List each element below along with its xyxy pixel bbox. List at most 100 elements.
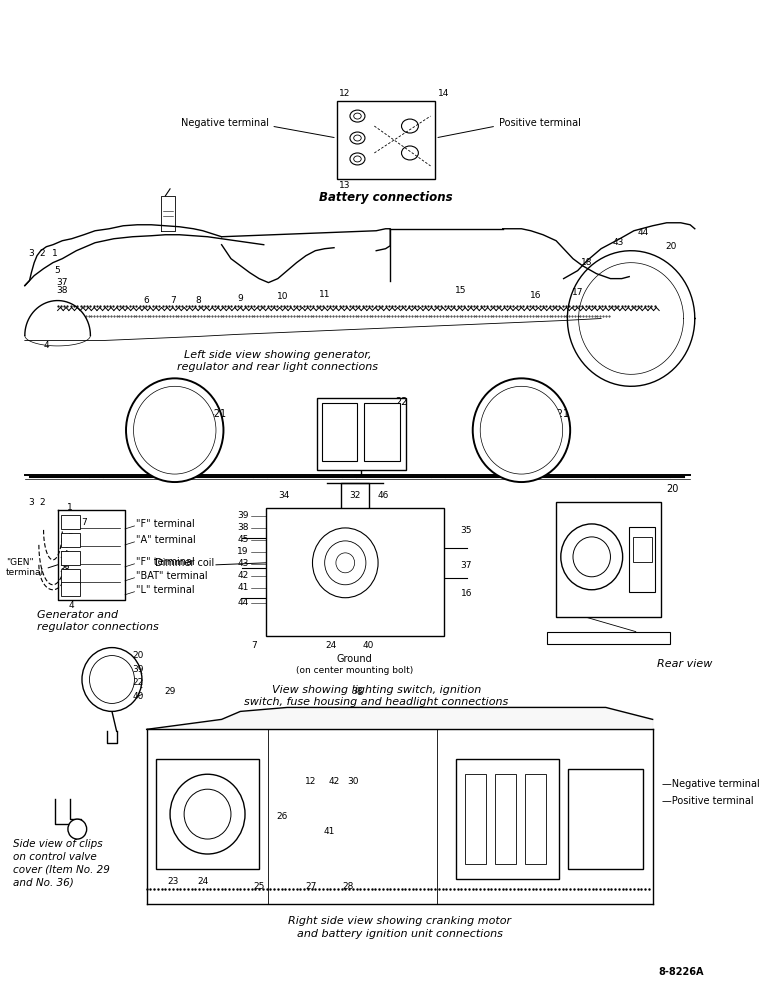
Text: 46: 46 <box>377 491 388 500</box>
Text: regulator connections: regulator connections <box>37 622 159 632</box>
Text: 18: 18 <box>587 538 599 547</box>
Bar <box>629 527 655 592</box>
Text: 37: 37 <box>461 561 472 570</box>
Text: "L" terminal: "L" terminal <box>137 585 195 595</box>
Text: 20: 20 <box>665 484 678 494</box>
Ellipse shape <box>350 110 365 122</box>
Bar <box>455 759 559 879</box>
Circle shape <box>82 648 142 711</box>
Text: "F" terminal: "F" terminal <box>137 519 195 529</box>
Text: cover (Item No. 29: cover (Item No. 29 <box>12 865 110 875</box>
Bar <box>556 502 661 617</box>
Text: Positive terminal: Positive terminal <box>499 118 581 128</box>
Circle shape <box>573 537 611 577</box>
Circle shape <box>184 789 231 839</box>
Text: 6: 6 <box>144 296 150 305</box>
Bar <box>568 769 643 869</box>
Bar <box>61 515 80 529</box>
Circle shape <box>68 819 86 839</box>
Text: Battery connections: Battery connections <box>320 191 453 204</box>
Text: terminal: terminal <box>6 568 44 577</box>
Text: regulator and rear light connections: regulator and rear light connections <box>178 362 378 372</box>
Text: 20: 20 <box>665 242 677 251</box>
Text: Generator and: Generator and <box>37 610 118 620</box>
Text: 4: 4 <box>43 341 49 350</box>
Bar <box>495 774 516 864</box>
Text: 38: 38 <box>59 565 70 574</box>
Text: 38: 38 <box>352 687 363 696</box>
Text: 37: 37 <box>56 278 68 287</box>
Circle shape <box>134 386 216 474</box>
Text: 9: 9 <box>238 294 243 303</box>
Ellipse shape <box>354 113 361 119</box>
Text: 3: 3 <box>29 249 34 258</box>
Text: 16: 16 <box>530 291 541 300</box>
Bar <box>61 582 80 596</box>
Text: 13: 13 <box>339 181 350 190</box>
Text: 31: 31 <box>497 812 509 821</box>
Text: 14: 14 <box>438 89 449 98</box>
Text: 27: 27 <box>305 882 317 891</box>
Text: 24: 24 <box>326 641 337 650</box>
Text: Right side view showing cranking motor: Right side view showing cranking motor <box>288 916 511 926</box>
Text: 20: 20 <box>133 651 144 660</box>
Text: Negative terminal: Negative terminal <box>181 118 269 128</box>
Text: 2: 2 <box>40 498 46 507</box>
Text: 42: 42 <box>238 571 249 580</box>
Bar <box>156 759 259 869</box>
Text: 1: 1 <box>67 503 73 512</box>
Text: 44: 44 <box>238 598 249 607</box>
Text: Side view of clips: Side view of clips <box>12 839 102 849</box>
Ellipse shape <box>350 132 365 144</box>
Text: 24: 24 <box>197 877 208 886</box>
Text: 43: 43 <box>238 559 249 568</box>
Text: "BAT" terminal: "BAT" terminal <box>137 571 208 581</box>
Circle shape <box>313 528 378 598</box>
Text: 12: 12 <box>339 89 350 98</box>
Text: (on center mounting bolt): (on center mounting bolt) <box>296 666 413 675</box>
Circle shape <box>90 656 134 703</box>
Text: 25: 25 <box>253 882 265 891</box>
Text: 39: 39 <box>133 665 144 674</box>
Text: and battery ignition unit connections: and battery ignition unit connections <box>296 929 503 939</box>
Text: 11: 11 <box>319 290 330 299</box>
Bar <box>466 774 486 864</box>
Circle shape <box>560 524 623 590</box>
Text: "F" terminal: "F" terminal <box>137 557 195 567</box>
Text: 40: 40 <box>133 692 144 701</box>
Circle shape <box>336 553 354 573</box>
Text: Rear view: Rear view <box>657 659 713 669</box>
Text: 22: 22 <box>133 678 144 687</box>
Text: 15: 15 <box>455 286 466 295</box>
Text: 7: 7 <box>170 296 176 305</box>
Text: 18: 18 <box>581 258 593 267</box>
Text: 17: 17 <box>572 288 584 297</box>
Text: 30: 30 <box>347 777 358 786</box>
Text: 37: 37 <box>59 551 70 560</box>
Text: 5: 5 <box>55 266 60 275</box>
Text: 29: 29 <box>164 687 176 696</box>
Text: 5: 5 <box>67 533 73 542</box>
Circle shape <box>480 386 563 474</box>
Ellipse shape <box>350 153 365 165</box>
Text: 32: 32 <box>349 491 361 500</box>
Bar <box>61 533 80 547</box>
Text: 35: 35 <box>461 526 472 535</box>
Text: switch, fuse housing and headlight connections: switch, fuse housing and headlight conne… <box>244 697 508 707</box>
Ellipse shape <box>354 156 361 162</box>
Text: 23: 23 <box>168 877 178 886</box>
Ellipse shape <box>401 119 418 133</box>
Text: Left side view showing generator,: Left side view showing generator, <box>184 350 371 360</box>
Text: 42: 42 <box>328 777 340 786</box>
Text: 38: 38 <box>237 523 249 532</box>
Bar <box>317 398 406 470</box>
Text: 1: 1 <box>52 249 58 258</box>
Circle shape <box>170 774 245 854</box>
Text: 28: 28 <box>343 882 354 891</box>
Text: 38: 38 <box>56 286 68 295</box>
Text: —Negative terminal: —Negative terminal <box>662 779 760 789</box>
Text: —21: —21 <box>547 409 570 419</box>
Text: 39: 39 <box>237 511 249 520</box>
Bar <box>61 551 80 565</box>
Text: 34: 34 <box>279 491 290 500</box>
